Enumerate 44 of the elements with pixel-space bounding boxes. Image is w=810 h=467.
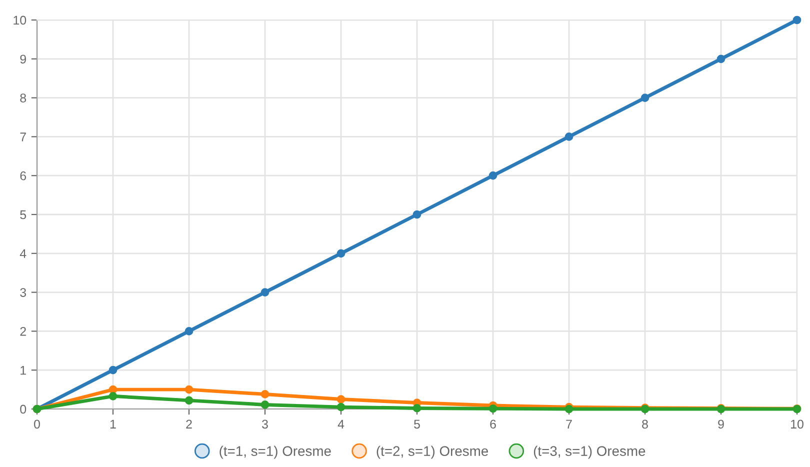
point: [412, 210, 422, 219]
point: [260, 288, 270, 296]
x-tick-label: 4: [338, 420, 344, 428]
x-tick-label: 0: [34, 420, 40, 429]
y-tick-label: 4: [20, 249, 26, 258]
x-tick-label: 1: [110, 420, 116, 428]
y-tick-label: 1: [20, 366, 26, 375]
x-tick-label: 9: [718, 420, 724, 429]
point: [260, 400, 270, 409]
point: [564, 132, 574, 141]
point: [184, 327, 194, 336]
x-tick-label: 3: [262, 420, 268, 429]
y-tick-label: 0: [20, 404, 26, 414]
point: [412, 404, 422, 412]
point: [336, 395, 346, 404]
y-tick-label: 7: [20, 132, 26, 142]
point: [336, 249, 346, 258]
y-tick-label: 10: [14, 16, 26, 25]
point: [488, 171, 498, 180]
point: [792, 16, 802, 24]
y-tick-label: 6: [20, 171, 26, 180]
point: [716, 54, 726, 64]
y-tick-label: 5: [20, 210, 26, 220]
x-tick-label: 5: [414, 420, 420, 429]
x-tick-label: 6: [490, 420, 496, 429]
y-tick-label: 2: [20, 327, 26, 336]
x-tick-label: 8: [642, 420, 648, 429]
point: [488, 404, 498, 413]
point: [260, 390, 270, 398]
point: [640, 94, 650, 102]
point: [108, 366, 118, 374]
x-tick-label: 2: [186, 420, 192, 428]
point: [336, 402, 346, 412]
legend-label: (t=2, s=1) Oresme: [376, 446, 488, 459]
y-tick-label: 8: [20, 94, 26, 102]
x-tick-label: 7: [566, 420, 572, 428]
y-tick-label: 9: [20, 54, 26, 64]
point: [184, 385, 194, 394]
point: [184, 396, 194, 405]
point: [108, 392, 118, 400]
legend-label: (t=3, s=1) Oresme: [534, 446, 646, 459]
legend-label: (t=1, s=1) Oresme: [220, 446, 331, 459]
y-tick-label: 3: [20, 288, 26, 297]
x-tick-label: 10: [791, 420, 804, 429]
